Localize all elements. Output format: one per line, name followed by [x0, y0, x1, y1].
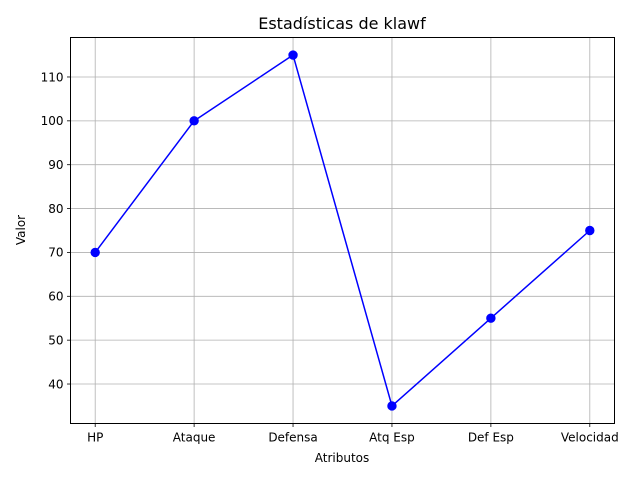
x-tick-label: Def Esp [468, 431, 514, 445]
y-tick-label: 50 [48, 333, 63, 347]
data-point-ataque [189, 116, 199, 126]
x-tick-label: Velocidad [561, 431, 619, 445]
y-tick-label: 110 [41, 70, 64, 84]
y-axis-ticks: 40 50 60 70 80 90 100 110 [41, 70, 71, 391]
x-tick-label: Ataque [173, 431, 216, 445]
y-tick-label: 40 [48, 377, 63, 391]
plot-frame [70, 37, 615, 424]
chart-title: Estadísticas de klawf [258, 14, 426, 33]
x-tick-label: Defensa [268, 431, 317, 445]
y-tick-label: 70 [48, 246, 63, 260]
data-point-velocidad [585, 225, 595, 236]
x-axis-ticks: HP Ataque Defensa Atq Esp Def Esp Velocidad [87, 423, 619, 445]
y-axis-label: Valor [14, 215, 28, 245]
data-point-def-esp [486, 313, 496, 323]
y-tick-label: 90 [48, 158, 63, 172]
data-series [90, 50, 595, 411]
data-point-hp [90, 247, 100, 258]
data-point-atq-esp [387, 401, 397, 411]
x-axis-label: Atributos [315, 451, 370, 465]
x-tick-label: Atq Esp [369, 431, 415, 445]
y-tick-label: 80 [48, 202, 63, 216]
series-line [94, 54, 591, 407]
y-tick-label: 100 [41, 114, 64, 128]
y-tick-label: 60 [48, 290, 63, 304]
x-tick-label: HP [87, 431, 103, 445]
data-point-defensa [288, 50, 298, 60]
